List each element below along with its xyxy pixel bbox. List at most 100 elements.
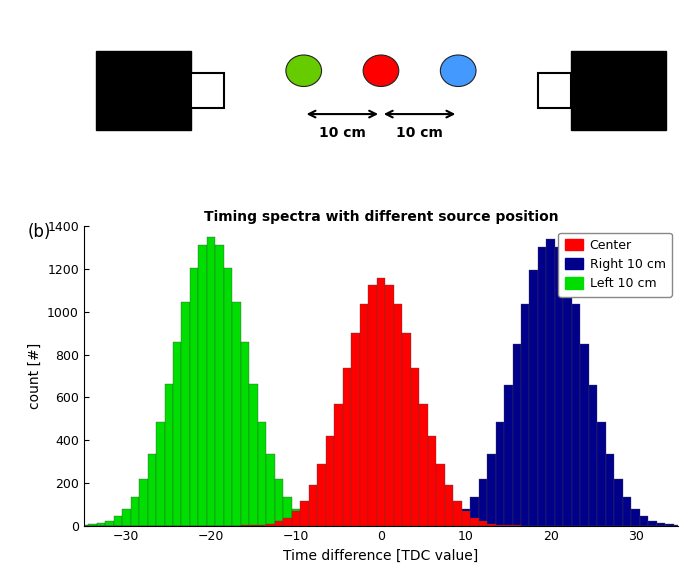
Bar [105, 521, 113, 526]
Bar [461, 509, 470, 526]
Bar [88, 524, 96, 526]
Bar [623, 497, 631, 526]
Bar [317, 523, 326, 526]
Bar [131, 496, 139, 526]
Bar [538, 247, 547, 526]
Bar [496, 524, 504, 526]
Bar [504, 385, 512, 526]
Bar [665, 524, 674, 526]
Bar [445, 521, 453, 526]
Bar [496, 422, 504, 526]
Bar [258, 422, 266, 526]
Bar [275, 478, 283, 526]
Bar [309, 485, 317, 526]
Bar [334, 404, 343, 526]
Bar [232, 302, 241, 526]
Bar [428, 524, 436, 526]
Bar [572, 304, 580, 526]
Bar [301, 500, 309, 526]
Bar [436, 523, 445, 526]
Bar [631, 509, 640, 526]
Bar [657, 523, 665, 526]
Text: (b): (b) [27, 223, 51, 241]
Bar [470, 497, 479, 526]
Bar [147, 454, 156, 526]
Bar [283, 496, 292, 526]
Bar [394, 304, 402, 526]
Bar [461, 511, 470, 526]
Bar [580, 343, 589, 526]
Bar [453, 516, 461, 526]
Bar [317, 464, 326, 526]
Ellipse shape [286, 55, 322, 86]
Bar [122, 509, 131, 526]
Bar [309, 521, 317, 526]
Bar [191, 73, 224, 108]
Bar [555, 247, 563, 526]
Bar [326, 524, 334, 526]
Title: Timing spectra with different source position: Timing spectra with different source pos… [203, 210, 559, 224]
Text: 10 cm: 10 cm [319, 126, 366, 140]
Bar [351, 333, 360, 526]
Bar [326, 436, 334, 526]
Bar [301, 516, 309, 526]
Bar [487, 523, 496, 526]
Bar [292, 509, 301, 526]
Bar [156, 422, 164, 526]
Ellipse shape [363, 55, 398, 86]
Bar [530, 270, 538, 526]
Bar [139, 478, 147, 526]
Bar [589, 385, 598, 526]
Bar [614, 479, 623, 526]
Bar [292, 511, 301, 526]
Bar [266, 523, 275, 526]
Bar [368, 284, 377, 526]
Bar [215, 245, 224, 526]
Bar [360, 304, 368, 526]
Bar [428, 436, 436, 526]
Y-axis label: count [#]: count [#] [27, 343, 41, 409]
Bar [96, 51, 191, 130]
Bar [343, 368, 351, 526]
Bar [199, 245, 207, 526]
Bar [487, 454, 496, 526]
Legend: Center, Right 10 cm, Left 10 cm: Center, Right 10 cm, Left 10 cm [559, 232, 672, 297]
Bar [521, 304, 530, 526]
Bar [512, 343, 521, 526]
Bar [571, 51, 666, 130]
Bar [606, 454, 614, 526]
Bar [538, 73, 571, 108]
Bar [402, 333, 410, 526]
Bar [649, 521, 657, 526]
Bar [445, 485, 453, 526]
Bar [598, 422, 606, 526]
Bar [436, 464, 445, 526]
Bar [250, 384, 258, 526]
Ellipse shape [440, 55, 476, 86]
Bar [470, 517, 479, 526]
Bar [266, 454, 275, 526]
Bar [410, 368, 419, 526]
Bar [207, 237, 215, 526]
Bar [563, 270, 572, 526]
Bar [241, 342, 250, 526]
Bar [640, 516, 649, 526]
Text: 10 cm: 10 cm [396, 126, 443, 140]
Bar [164, 384, 173, 526]
Bar [283, 517, 292, 526]
Bar [173, 342, 182, 526]
Bar [479, 479, 487, 526]
Bar [258, 524, 266, 526]
Bar [453, 500, 461, 526]
Bar [275, 522, 283, 526]
Bar [113, 516, 122, 526]
Bar [547, 239, 555, 526]
Bar [224, 268, 232, 526]
Bar [96, 523, 105, 526]
Bar [385, 284, 394, 526]
X-axis label: Time difference [TDC value]: Time difference [TDC value] [283, 549, 479, 563]
Bar [377, 277, 385, 526]
Bar [182, 302, 190, 526]
Bar [479, 522, 487, 526]
Bar [419, 404, 428, 526]
